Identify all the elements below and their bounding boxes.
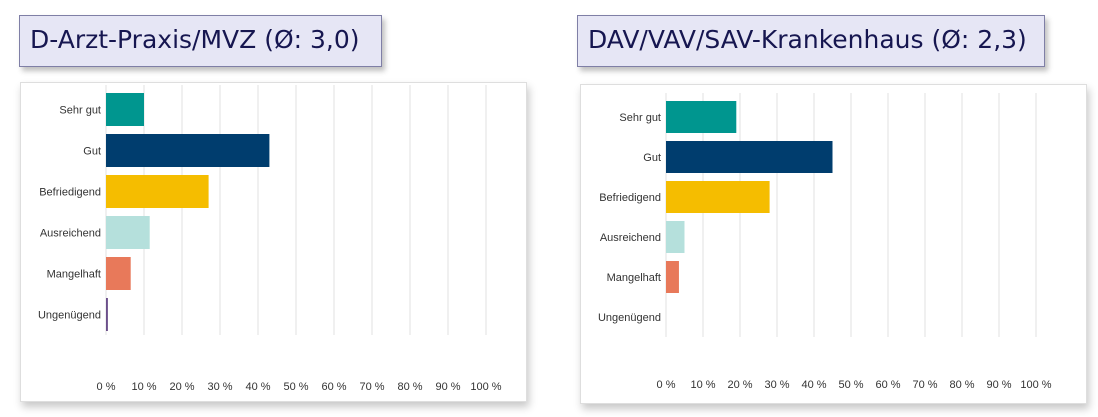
bar-befriedigend (666, 181, 770, 213)
category-label-ausreichend: Ausreichend (600, 232, 661, 244)
x-tick-label: 20 % (727, 379, 752, 391)
category-label-sehr-gut: Sehr gut (619, 112, 661, 124)
x-tick-label: 10 % (690, 379, 715, 391)
bar-mangelhaft (666, 261, 679, 293)
bar-sehr-gut (106, 93, 144, 126)
x-tick-label: 0 % (97, 381, 116, 393)
chart-panel-krankenhaus: 0 % 10 % 20 % 30 % 40 % 50 % 60 % 70 % 80 % 90 % 1… (580, 84, 1087, 404)
category-label-ungenuegend: Ungenügend (38, 310, 101, 322)
x-tick-label: 40 % (801, 379, 826, 391)
chart-title-krankenhaus: DAV/VAV/SAV-Krankenhaus (Ø: 2,3) (577, 15, 1045, 67)
x-tick-label: 80 % (949, 379, 974, 391)
x-tick-label: 30 % (207, 381, 232, 393)
x-tick-label: 20 % (169, 381, 194, 393)
bar-ausreichend (666, 221, 685, 253)
bar-sehr-gut (666, 101, 737, 133)
x-tick-label: 90 % (435, 381, 460, 393)
category-label-befriedigend: Befriedigend (599, 192, 661, 204)
x-tick-label: 50 % (838, 379, 863, 391)
x-tick-label: 30 % (764, 379, 789, 391)
chart-panel-d-arzt: 0 % 10 % 20 % 30 % 40 % 50 % 60 % 70 % 80 % 90 % 1… (20, 82, 527, 402)
chart-title-d-arzt: D-Arzt-Praxis/MVZ (Ø: 3,0) (19, 15, 382, 67)
category-label-mangelhaft: Mangelhaft (607, 272, 661, 284)
x-tick-label: 90 % (986, 379, 1011, 391)
category-label-mangelhaft: Mangelhaft (47, 269, 101, 281)
bar-befriedigend (106, 175, 209, 208)
category-label-sehr-gut: Sehr gut (59, 105, 101, 117)
x-tick-label: 10 % (131, 381, 156, 393)
x-tick-label: 0 % (657, 379, 676, 391)
category-label-befriedigend: Befriedigend (39, 187, 101, 199)
bar-gut (106, 134, 270, 167)
x-tick-label: 70 % (359, 381, 384, 393)
category-label-ungenuegend: Ungenügend (598, 312, 661, 324)
category-label-gut: Gut (83, 146, 101, 158)
bar-ausreichend (106, 216, 150, 249)
category-label-gut: Gut (643, 152, 661, 164)
bar-ungenuegend (106, 298, 108, 331)
x-tick-label: 100 % (1020, 379, 1051, 391)
x-tick-label: 50 % (283, 381, 308, 393)
bar-mangelhaft (106, 257, 131, 290)
bar-chart-krankenhaus: 0 % 10 % 20 % 30 % 40 % 50 % 60 % 70 % 80 % 90 % 1… (598, 93, 1052, 391)
bar-chart-d-arzt: 0 % 10 % 20 % 30 % 40 % 50 % 60 % 70 % 80 % 90 % 1… (38, 85, 502, 393)
x-tick-label: 40 % (245, 381, 270, 393)
x-tick-label: 100 % (470, 381, 501, 393)
x-tick-label: 60 % (875, 379, 900, 391)
category-label-ausreichend: Ausreichend (40, 228, 101, 240)
x-tick-label: 70 % (912, 379, 937, 391)
x-tick-label: 80 % (397, 381, 422, 393)
x-tick-label: 60 % (321, 381, 346, 393)
bar-gut (666, 141, 833, 173)
